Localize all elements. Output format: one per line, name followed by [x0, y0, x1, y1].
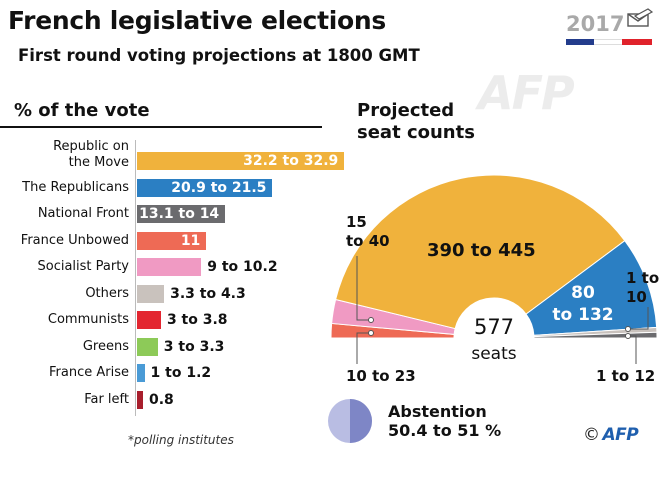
bar-value-label: 32.2 to 32.9: [243, 153, 339, 169]
leader-line: [628, 335, 637, 364]
seat-section-title: Projected seat counts: [357, 100, 475, 144]
bar: [137, 337, 158, 356]
bar-label: National Front: [38, 206, 129, 222]
leader-dot: [625, 333, 631, 339]
seat-label-fn: 1 to 12: [596, 367, 656, 385]
seat-label-republicans: 80 to 132: [548, 282, 618, 326]
bar-label-line: Socialist Party: [37, 259, 129, 274]
bar-label-line: Others: [85, 285, 129, 301]
bar-value-label: 1 to 1.2: [150, 365, 212, 381]
seat-label-socialist-l2: to 40: [346, 232, 390, 250]
seat-title-line1: Projected: [357, 100, 455, 121]
bar-label-line: Communists: [47, 312, 129, 327]
bar-value-label: 20.9 to 21.5: [171, 179, 267, 196]
bar-label: Others: [85, 286, 129, 302]
bar-value-label: 9 to 10.2: [207, 259, 278, 275]
leader-line: [356, 332, 371, 364]
seat-label-unbowed: 10 to 23: [346, 367, 416, 385]
chart-subtitle: First round voting projections at 1800 G…: [18, 46, 420, 65]
bar-label-line: National Front: [37, 206, 129, 221]
bar-value-label: 3 to 3.8: [166, 312, 228, 328]
seat-label-socialist-l1: 15: [346, 213, 367, 231]
bar-label-line: Greens: [82, 338, 129, 354]
bar-label-line: the Move: [68, 155, 129, 170]
seat-label-republicans-l1: 80: [571, 283, 595, 303]
seat-slice: [335, 174, 626, 330]
bar-value-label: 0.8: [149, 391, 174, 408]
leader-line: [628, 307, 649, 330]
leader-dot: [368, 330, 374, 336]
bar: [137, 390, 143, 409]
bar-label-line: France Arise: [49, 365, 129, 380]
bar: [137, 364, 145, 382]
bar-axis: [135, 140, 136, 416]
flag-stripe: [566, 39, 652, 45]
bar-value-label: 11: [180, 232, 201, 249]
seat-title-line2: seat counts: [357, 122, 475, 143]
seat-label-lrem: 390 to 445: [427, 240, 536, 261]
seat-label-others: 1 to 10: [626, 269, 659, 307]
total-seats: 577: [473, 315, 515, 339]
bar: [137, 311, 161, 329]
bar-label: Greens: [83, 339, 129, 355]
bar: [137, 258, 202, 276]
seat-label-others-l1: 1 to: [626, 269, 660, 287]
seat-label-socialist: 15 to 40: [346, 213, 390, 251]
bar: [137, 205, 226, 223]
seat-label-others-l2: 10: [626, 288, 647, 306]
leader-dot: [368, 317, 374, 323]
bar-label: Far left: [84, 392, 129, 408]
bar-label: Socialist Party: [37, 259, 129, 275]
bar: [137, 178, 273, 197]
chart-title: French legislative elections: [8, 6, 386, 35]
leader-dot: [625, 326, 631, 332]
total-seats-unit: seats: [471, 344, 517, 364]
copyright-symbol: ©: [583, 425, 600, 445]
seat-label-republicans-l2: to 132: [552, 305, 614, 325]
bar-label: Communists: [48, 312, 129, 328]
abstention-label: Abstention: [388, 402, 487, 421]
bar-label-line: Far left: [84, 391, 129, 407]
leader-line: [356, 256, 371, 321]
election-year-logo: 2017: [566, 12, 625, 36]
bar: [137, 152, 345, 170]
bar-label-line: France Unbowed: [20, 232, 129, 248]
bar-value-label: 3.3 to 4.3: [170, 285, 246, 302]
bar-label: Republic on the Move: [53, 139, 129, 171]
bar-label: The Republicans: [22, 180, 129, 196]
bar-label-line: The Republicans: [22, 179, 129, 195]
bar-label-line: Republic on: [53, 139, 129, 154]
afp-watermark: AFP: [478, 66, 575, 120]
bar: [137, 284, 165, 303]
abstention-pie-icon: [328, 399, 372, 443]
abstention-value: 50.4 to 51 %: [388, 421, 502, 440]
bar: [137, 231, 207, 250]
vote-section-title: % of the vote: [14, 100, 150, 121]
bar-value-label: 3 to 3.3: [163, 338, 225, 355]
footnote: *polling institutes: [128, 433, 234, 447]
bar-label: France Arise: [49, 365, 129, 381]
vote-section-divider: [0, 126, 322, 128]
afp-logo-text: AFP: [602, 425, 639, 445]
afp-credit: © AFP: [583, 425, 639, 445]
bar-label: France Unbowed: [21, 233, 129, 249]
ballot-envelope-icon: [627, 8, 653, 27]
bar-value-label: 13.1 to 14: [139, 206, 220, 222]
